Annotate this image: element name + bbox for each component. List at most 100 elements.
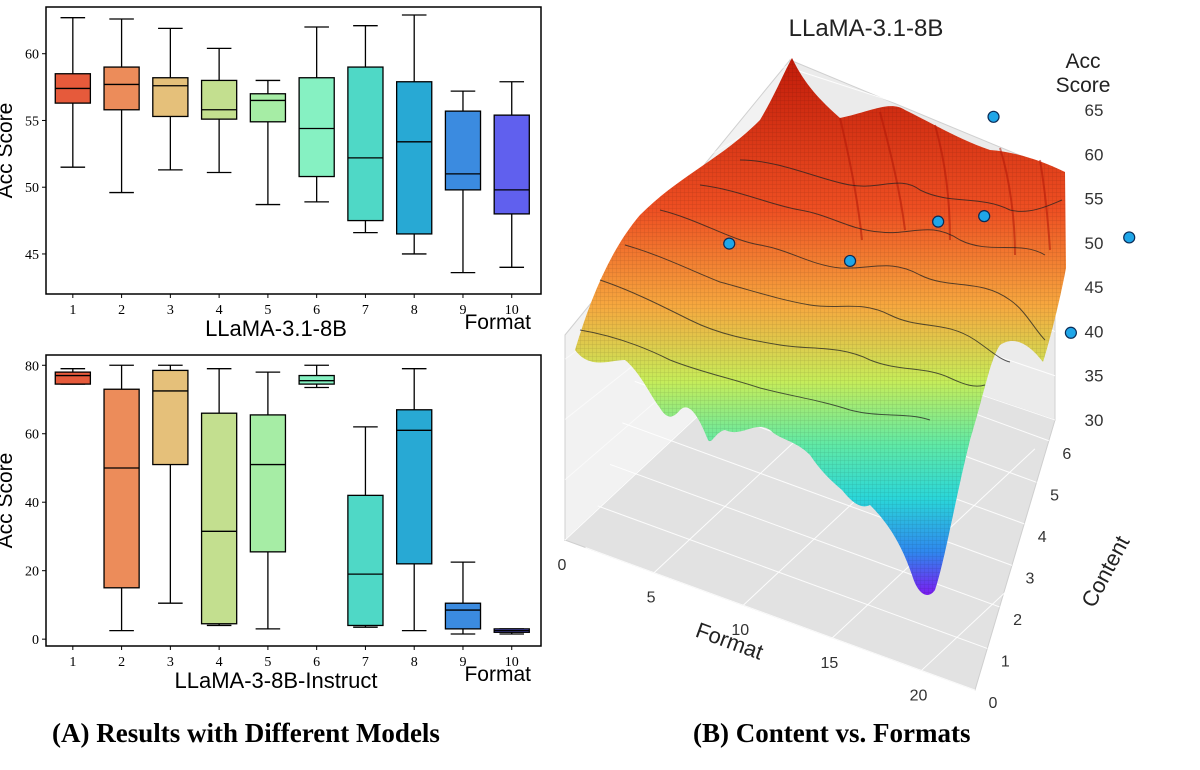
box-format-1: [54, 17, 92, 168]
box-iqr: [200, 412, 238, 625]
floor-grid-line: [585, 547, 976, 691]
x-tick-label: 6: [313, 303, 320, 318]
format-tick-label: 5: [647, 590, 656, 607]
box-format-4: [200, 47, 238, 174]
highlighted-points: [723, 110, 1136, 339]
box-iqr: [152, 369, 189, 466]
y-tick-label: 80: [25, 359, 39, 374]
box-iqr: [298, 77, 335, 178]
floor-grid-line: [597, 505, 988, 649]
content-tick-label: 3: [1025, 570, 1034, 587]
y-axis-label: Acc Score: [0, 453, 17, 549]
acc-tick-label: 40: [1085, 322, 1104, 341]
x-tick-label: 3: [167, 303, 174, 318]
x-axis-label: LLaMA-3-8B-Instruct: [175, 668, 378, 693]
box-iqr: [395, 409, 433, 565]
caption-panel-b: (B) Content vs. Formats: [693, 718, 971, 748]
box-iqr: [493, 114, 530, 215]
box-format-10: [493, 628, 530, 635]
content-tick-label: 6: [1062, 446, 1071, 463]
content-tick-label: 4: [1038, 529, 1047, 546]
acc-tick-label: 50: [1085, 234, 1104, 253]
content-tick-label: 1: [1001, 653, 1010, 670]
box-format-7: [347, 25, 384, 234]
box-format-6: [298, 26, 335, 203]
y-tick-label: 60: [25, 428, 39, 443]
format-tick-label: 0: [558, 557, 567, 574]
box-iqr: [200, 79, 238, 120]
floor-grid-line: [921, 481, 1125, 671]
content-tick-label: 0: [989, 695, 998, 712]
highlighted-point: [987, 110, 1000, 123]
acc-tick-label: 65: [1085, 101, 1104, 120]
x-tick-label: 4: [216, 303, 223, 318]
acc-tick-label: 30: [1085, 411, 1104, 430]
surface-mesh: [575, 58, 1066, 595]
format-label: Format: [464, 663, 531, 686]
box-format-7: [347, 426, 384, 628]
x-tick-label: 10: [505, 303, 519, 318]
box-format-3: [152, 27, 189, 171]
surface-ridges: [839, 111, 1051, 256]
acc-tick-label: 60: [1085, 145, 1104, 164]
wall-grid-line: [564, 63, 791, 179]
y-tick-label: 60: [25, 48, 39, 63]
box-iqr: [249, 414, 287, 553]
x-tick-label: 1: [69, 655, 76, 670]
box-format-2: [103, 364, 140, 632]
x-tick-label: 7: [362, 655, 369, 670]
surface-title: LLaMA-3.1-8B: [789, 15, 944, 42]
acc-tick-label: 35: [1085, 367, 1104, 386]
box-iqr: [152, 77, 189, 118]
box-iqr: [347, 494, 384, 627]
x-tick-label: 5: [264, 303, 271, 318]
box-format-5: [249, 79, 287, 206]
highlighted-point: [978, 210, 991, 223]
box-iqr: [54, 371, 92, 385]
box-format-6: [298, 364, 335, 389]
box-iqr: [103, 66, 140, 111]
x-tick-label: 2: [118, 303, 125, 318]
wall-grid-line: [564, 19, 791, 119]
box-format-9: [444, 90, 482, 274]
box-iqr: [444, 110, 482, 191]
acc-axis-label-line1: Acc: [1065, 50, 1100, 73]
x-tick-label: 9: [459, 655, 466, 670]
x-tick-label: 1: [69, 303, 76, 318]
y-tick-label: 50: [25, 181, 39, 196]
content-tick-label: 5: [1050, 487, 1059, 504]
format-tick-label: 10: [731, 622, 749, 639]
x-tick-label: 6: [313, 655, 320, 670]
y-tick-label: 55: [25, 114, 39, 129]
x-tick-label: 10: [505, 655, 519, 670]
box-format-5: [249, 371, 287, 630]
x-tick-label: 5: [264, 655, 271, 670]
box-format-2: [103, 18, 140, 194]
box-format-3: [152, 364, 189, 604]
y-tick-label: 0: [32, 633, 39, 648]
box-format-10: [493, 81, 530, 268]
acc-tick-label: 55: [1085, 190, 1104, 209]
surface-plot-content-vs-format: 05101520Format0123456Content303540455055…: [558, 15, 1136, 712]
box-iqr: [103, 388, 140, 589]
box-plot-llama-3-8b-instruct: 0 20 40 60 80 1 2 3 4 5 6 7 8 9 10 Acc Score LLaMA-3-8B-…: [0, 354, 542, 693]
y-axis-label: Acc Score: [0, 103, 17, 199]
surface-axes: 05101520Format0123456Content303540455055…: [558, 15, 1135, 712]
wall-grid-line: [789, 67, 1056, 155]
box-format-4: [200, 368, 238, 627]
x-tick-label: 8: [411, 655, 418, 670]
format-tick-label: 15: [820, 655, 838, 672]
box-iqr: [249, 93, 287, 123]
highlighted-point: [1123, 231, 1136, 244]
box-format-8: [395, 14, 433, 255]
format-tick-label: 20: [910, 687, 928, 704]
acc-axis-label-line2: Score: [1056, 74, 1111, 97]
x-tick-label: 9: [459, 303, 466, 318]
x-tick-label: 3: [167, 655, 174, 670]
box-format-9: [444, 561, 482, 635]
x-tick-label: 8: [411, 303, 418, 318]
box-iqr: [347, 66, 384, 222]
box-iqr: [395, 81, 433, 235]
